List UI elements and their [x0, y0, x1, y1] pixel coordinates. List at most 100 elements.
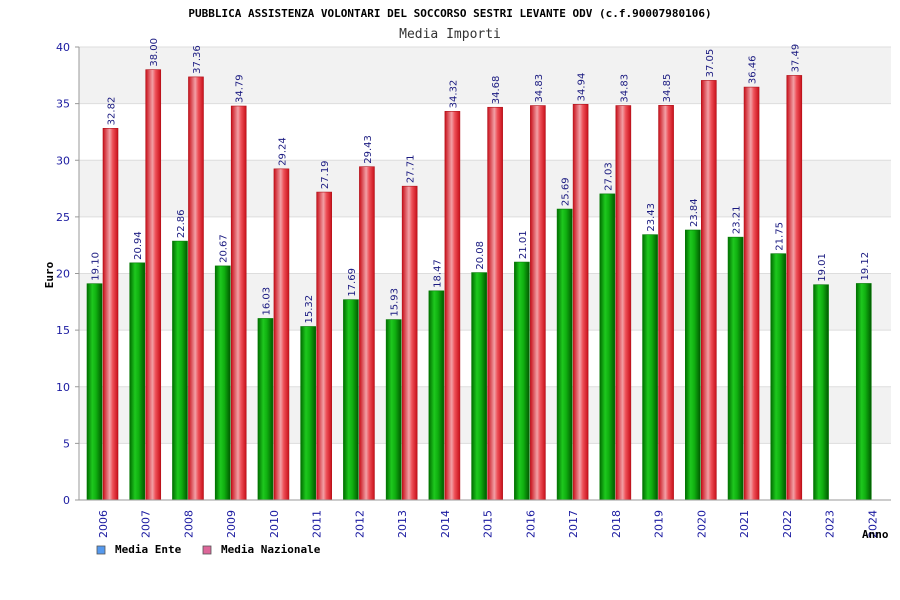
x-tick-label: 2012: [353, 510, 366, 538]
x-tick-label: 2016: [524, 510, 537, 538]
data-label: 19.10: [91, 252, 102, 281]
legend-label-media-ente: Media Ente: [115, 543, 182, 556]
x-tick-label: 2014: [439, 510, 452, 538]
x-axis-label: Anno: [862, 528, 889, 541]
data-label: 34.94: [577, 73, 588, 102]
bar: [86, 283, 103, 501]
data-label: 25.69: [561, 177, 572, 206]
y-tick-label: 5: [63, 437, 70, 450]
bar: [770, 253, 787, 501]
bar: [615, 105, 632, 501]
x-tick-label: 2018: [610, 510, 623, 538]
y-tick-label: 40: [56, 41, 70, 54]
bar: [273, 168, 290, 501]
bar: [129, 262, 146, 501]
data-label: 22.86: [176, 209, 187, 238]
bar: [658, 105, 674, 501]
bar: [188, 76, 204, 501]
data-label: 20.94: [133, 231, 144, 260]
data-labels: 19.10 32.82 20.94 38.00 22.86 37.36 20.67 34.79…: [91, 38, 871, 323]
bar: [316, 191, 332, 501]
data-label: 34.79: [235, 74, 246, 103]
y-tick-label: 25: [56, 211, 70, 224]
bar: [359, 166, 375, 501]
data-label: 19.12: [860, 252, 871, 281]
x-tick-label: 2009: [225, 510, 238, 538]
x-tick-label: 2017: [567, 510, 580, 538]
bar: [855, 283, 872, 501]
x-tick-label: 2022: [781, 510, 794, 538]
bar: [514, 261, 530, 501]
data-label: 32.82: [107, 97, 118, 126]
x-tick-label: 2020: [695, 510, 708, 538]
data-label: 16.03: [261, 287, 272, 316]
y-tick-label: 0: [63, 494, 70, 507]
data-label: 36.46: [748, 55, 759, 84]
data-label: 27.71: [406, 155, 417, 184]
y-tick-label: 35: [56, 98, 70, 111]
bar: [642, 234, 658, 501]
data-label: 27.03: [603, 162, 614, 191]
bar: [385, 319, 402, 501]
x-tick-label: 2006: [97, 510, 110, 538]
y-tick-label: 10: [56, 381, 70, 394]
bar: [401, 185, 418, 501]
data-label: 21.01: [518, 230, 529, 259]
bar: [102, 128, 119, 501]
x-tick-label: 2019: [653, 510, 666, 538]
y-axis-ticks: 0 5 10 15 20 25 30 35 40: [56, 41, 79, 507]
data-label: 29.43: [363, 135, 374, 164]
data-label: 37.05: [705, 49, 716, 78]
bar: [599, 193, 616, 501]
x-tick-label: 2010: [268, 510, 281, 538]
bar: [428, 290, 445, 501]
data-label: 19.01: [817, 253, 828, 282]
bar: [145, 69, 162, 501]
y-tick-label: 30: [56, 154, 70, 167]
legend-swatch-media-nazionale: [202, 545, 212, 555]
bar: [471, 272, 487, 501]
data-label: 37.36: [192, 45, 203, 74]
bar: [556, 208, 573, 501]
chart-subtitle: Media Importi: [399, 27, 501, 42]
data-label: 23.84: [689, 198, 700, 227]
data-label: 27.19: [320, 160, 331, 189]
data-label: 34.85: [662, 74, 673, 103]
bar: [257, 318, 274, 501]
y-tick-label: 15: [56, 324, 70, 337]
bar: [343, 299, 359, 501]
x-tick-label: 2013: [396, 510, 409, 538]
x-tick-label: 2021: [738, 510, 751, 538]
y-tick-label: 20: [56, 268, 70, 281]
bar: [743, 86, 760, 501]
y-axis-label: Euro: [43, 261, 56, 288]
data-label: 18.47: [432, 259, 443, 288]
bar: [727, 236, 744, 501]
data-label: 20.08: [475, 241, 486, 270]
bar: [530, 105, 546, 501]
bar: [685, 229, 701, 501]
data-label: 20.67: [219, 234, 230, 263]
data-label: 29.24: [277, 137, 288, 166]
bar: [572, 104, 589, 501]
x-tick-label: 2007: [140, 510, 153, 538]
data-label: 34.83: [619, 74, 630, 103]
bar: [701, 80, 717, 501]
legend: Media Ente Media Nazionale: [96, 543, 321, 556]
chart-title: PUBBLICA ASSISTENZA VOLONTARI DEL SOCCOR…: [188, 7, 711, 20]
data-label: 34.68: [491, 76, 502, 105]
bar: [813, 284, 829, 501]
bar: [172, 240, 188, 501]
bar: [444, 111, 461, 501]
legend-swatch-media-ente: [96, 545, 106, 555]
bar: [230, 105, 247, 501]
x-tick-label: 2023: [824, 510, 837, 538]
x-tick-label: 2015: [482, 510, 495, 538]
bar: [300, 326, 316, 501]
x-tick-label: 2024: [866, 510, 879, 538]
data-label: 21.75: [774, 222, 785, 251]
data-label: 38.00: [149, 38, 160, 67]
data-label: 23.43: [646, 203, 657, 232]
x-tick-label: 2011: [311, 510, 324, 538]
